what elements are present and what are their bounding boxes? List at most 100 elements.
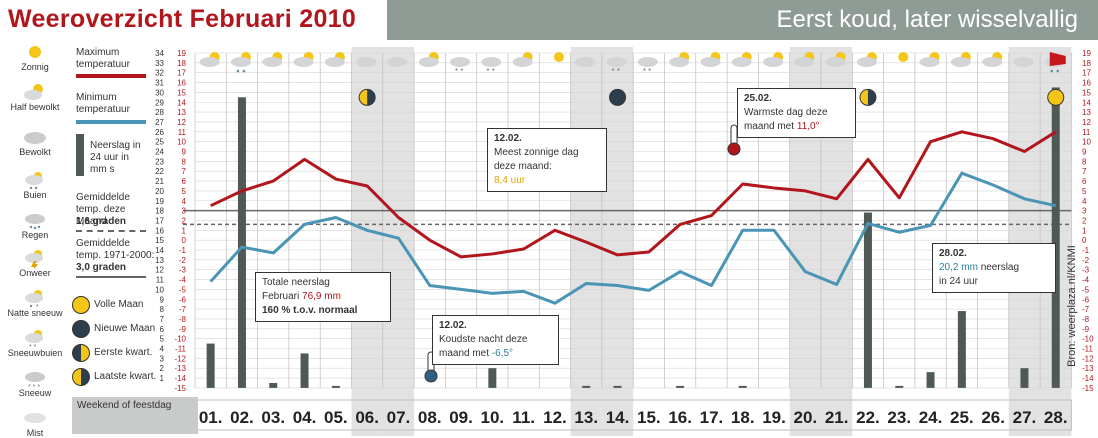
weather-icon-half-bewolkt xyxy=(732,52,752,67)
weather-icon-half-bewolkt xyxy=(857,52,877,67)
day-label: 05. xyxy=(324,408,348,427)
temp-tick-label-right: 16 xyxy=(1082,79,1091,88)
day-label: 14. xyxy=(606,408,630,427)
temp-tick-label-right: -7 xyxy=(1082,305,1090,314)
legend-full-moon: Volle Maan xyxy=(70,294,200,316)
precip-bar xyxy=(739,386,747,388)
temp-tick-label-right: -6 xyxy=(1082,295,1090,304)
temp-tick-label-right: 1 xyxy=(1082,226,1087,235)
legend-item-sneeuwbuien: * *Sneeuwbuien xyxy=(0,328,70,358)
last-quarter-icon xyxy=(72,368,90,386)
cloud-icon xyxy=(607,57,627,67)
weather-icon-half-bewolkt xyxy=(262,52,282,67)
cloud-icon xyxy=(763,57,783,67)
weather-icon-half-bewolkt xyxy=(920,52,940,67)
temp-tick-label-right: -2 xyxy=(1082,256,1090,265)
legend-max-label: Maximum temperatuur xyxy=(76,47,146,71)
day-label: 04. xyxy=(293,408,317,427)
legend-item-half-bewolkt: Half bewolkt xyxy=(0,82,70,112)
legend-avg-month-value: 1,6 graden xyxy=(76,216,126,228)
new-moon-icon xyxy=(72,320,90,338)
legend-precip-label: Neerslag in 24 uur in mm s xyxy=(90,140,145,176)
raindrop-icon xyxy=(1056,70,1059,73)
precip-bar xyxy=(332,386,340,388)
temp-tick-label-right: -12 xyxy=(1082,354,1094,363)
legend-item-bewolkt: Bewolkt xyxy=(0,127,70,157)
legend-item-mist: Mist xyxy=(0,408,70,438)
temp-tick-label-right: -5 xyxy=(1082,285,1090,294)
legend-avg-normal-swatch xyxy=(76,276,146,278)
cloud-icon xyxy=(732,57,752,67)
weather-icon-sneeuw: * * xyxy=(638,57,658,76)
temp-tick-label-right: -14 xyxy=(1082,374,1094,383)
cloud-icon xyxy=(826,57,846,67)
precip-bar xyxy=(676,386,684,388)
temp-tick-label-right: 9 xyxy=(1082,148,1087,157)
weather-icon-half-bewolkt xyxy=(513,52,533,67)
source-label: Bron: weerplaza.nl/KNMI xyxy=(1062,230,1078,390)
day-label: 10. xyxy=(481,408,505,427)
annotation-precip-total: Totale neerslag Februari 76,9 mm 160 % t… xyxy=(255,272,391,322)
snowflake-icon: * * xyxy=(643,67,651,76)
legend-item-regen: Regen xyxy=(0,210,70,240)
day-label: 24. xyxy=(919,408,943,427)
precip-bar xyxy=(488,368,496,388)
cloud-icon xyxy=(356,57,376,67)
weather-icon-zonnig xyxy=(898,52,908,62)
legend-first-quarter: Eerste kwart. xyxy=(70,342,200,364)
cloud-icon xyxy=(513,57,533,67)
annotation-sunny-day: 12.02. Meest zonnige dag deze maand: 8,4… xyxy=(487,128,607,192)
cloud-icon xyxy=(22,127,48,147)
weather-icon-sneeuw: * * xyxy=(450,57,470,76)
day-label: 13. xyxy=(574,408,598,427)
cloud-icon xyxy=(200,57,220,67)
full-moon-icon xyxy=(72,296,90,314)
cloud-icon xyxy=(794,57,814,67)
temp-tick-label-right: -8 xyxy=(1082,315,1090,324)
cloud-icon xyxy=(638,57,658,67)
legend-avg-normal-label: Gemiddelde temp. 1971-2000: xyxy=(76,238,156,262)
temp-tick-label-right: 10 xyxy=(1082,138,1091,147)
temp-tick-label-right: -15 xyxy=(1082,384,1094,393)
showers-icon xyxy=(22,170,48,190)
day-label: 18. xyxy=(731,408,755,427)
day-label: 28. xyxy=(1044,408,1068,427)
temp-tick-label-right: 12 xyxy=(1082,118,1091,127)
day-label: 22. xyxy=(856,408,880,427)
temp-tick-label-right: 2 xyxy=(1082,216,1087,225)
cloud-icon xyxy=(982,57,1002,67)
first-quarter-icon xyxy=(72,344,90,362)
day-label: 27. xyxy=(1013,408,1037,427)
temp-tick-label-right: 7 xyxy=(1082,167,1087,176)
precip-bar xyxy=(927,372,935,388)
weather-icon-buien xyxy=(231,52,251,72)
day-label: 12. xyxy=(543,408,567,427)
snowflake-icon: * * xyxy=(455,67,463,76)
snow-showers-icon: * * xyxy=(22,328,48,348)
snow-icon: * * * xyxy=(22,368,48,388)
legend-weekend: Weekend of feestdag xyxy=(72,397,198,434)
temp-tick-label-right: 8 xyxy=(1082,157,1087,166)
sun-icon xyxy=(554,52,564,62)
cloud-icon xyxy=(450,57,470,67)
temp-tick-label-right: -3 xyxy=(1082,266,1090,275)
series-legend: Maximum temperatuur Minimum temperatuur … xyxy=(70,42,200,436)
day-label: 25. xyxy=(950,408,974,427)
day-label: 26. xyxy=(981,408,1005,427)
day-label: 16. xyxy=(668,408,692,427)
weather-icon-half-bewolkt xyxy=(982,52,1002,67)
snowflake-icon: * * xyxy=(486,67,494,76)
day-label: 03. xyxy=(261,408,285,427)
temp-tick-label-right: 17 xyxy=(1082,69,1091,78)
legend-item-sneeuw: * * *Sneeuw xyxy=(0,368,70,398)
snowflake-icon: * * xyxy=(612,67,620,76)
weather-icon-natte-sneeuw: * * xyxy=(481,57,501,76)
cloud-icon xyxy=(262,57,282,67)
temp-tick-label-right: 13 xyxy=(1082,108,1091,117)
new-moon-marker xyxy=(610,89,626,105)
sleet-icon: * xyxy=(22,288,48,308)
cloud-icon xyxy=(857,57,877,67)
day-label: 19. xyxy=(762,408,786,427)
raindrop-icon xyxy=(237,70,240,73)
rain-icon xyxy=(22,210,48,230)
